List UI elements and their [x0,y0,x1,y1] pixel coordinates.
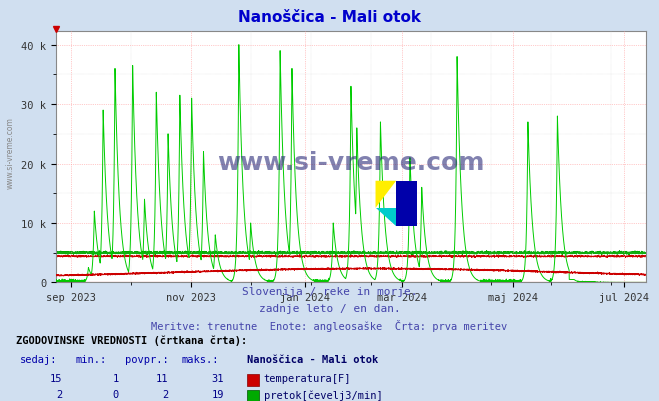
Text: maks.:: maks.: [181,354,219,364]
Text: min.:: min.: [76,354,107,364]
Text: Nanoščica - Mali otok: Nanoščica - Mali otok [247,354,378,364]
Polygon shape [376,209,396,227]
Text: 1: 1 [113,373,119,383]
Text: zadnje leto / en dan.: zadnje leto / en dan. [258,303,401,313]
Text: Nanoščica - Mali otok: Nanoščica - Mali otok [238,10,421,25]
Text: www.si-vreme.com: www.si-vreme.com [217,150,484,174]
Text: pretok[čevelj3/min]: pretok[čevelj3/min] [264,389,382,400]
Text: 31: 31 [212,373,224,383]
Polygon shape [376,181,396,209]
Text: 2: 2 [57,389,63,399]
Text: Slovenija / reke in morje.: Slovenija / reke in morje. [242,287,417,297]
Text: 0: 0 [113,389,119,399]
Text: 11: 11 [156,373,168,383]
Text: sedaj:: sedaj: [20,354,57,364]
Text: povpr.:: povpr.: [125,354,169,364]
Text: Meritve: trenutne  Enote: angleosaške  Črta: prva meritev: Meritve: trenutne Enote: angleosaške Črt… [152,319,507,331]
Text: temperatura[F]: temperatura[F] [264,373,351,383]
Text: 15: 15 [50,373,63,383]
Text: ZGODOVINSKE VREDNOSTI (črtkana črta):: ZGODOVINSKE VREDNOSTI (črtkana črta): [16,335,248,345]
Bar [396,181,416,227]
Text: 19: 19 [212,389,224,399]
Text: www.si-vreme.com: www.si-vreme.com [5,117,14,188]
Text: 2: 2 [162,389,168,399]
